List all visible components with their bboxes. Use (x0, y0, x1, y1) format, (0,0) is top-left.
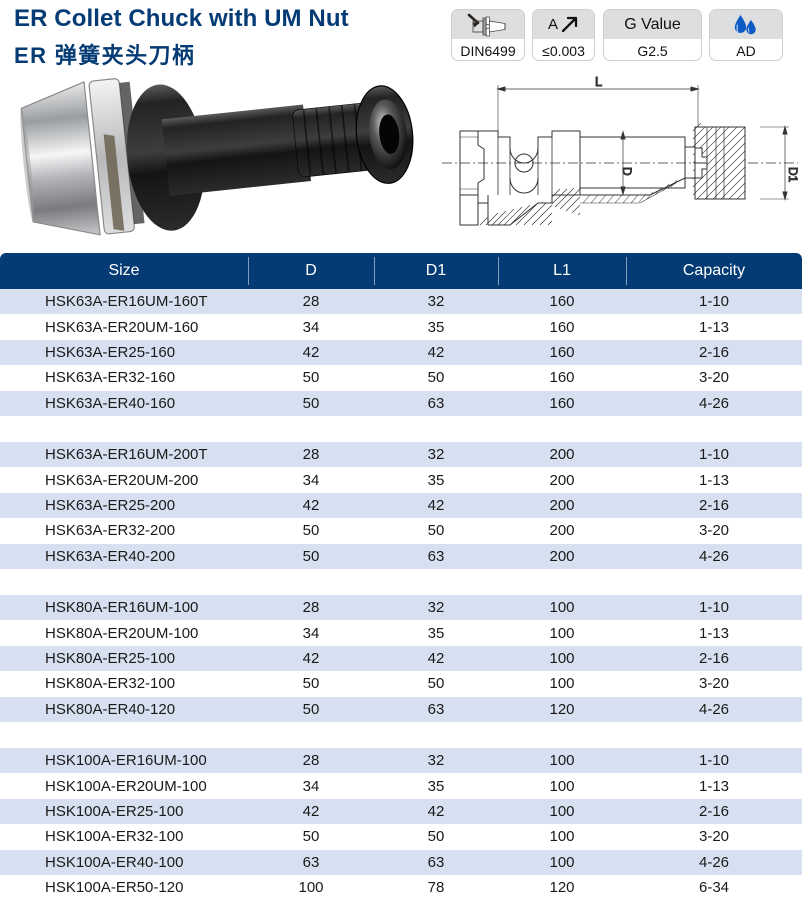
svg-text:D: D (620, 167, 634, 176)
svg-text:D1: D1 (786, 167, 800, 183)
svg-text:L: L (595, 75, 602, 89)
